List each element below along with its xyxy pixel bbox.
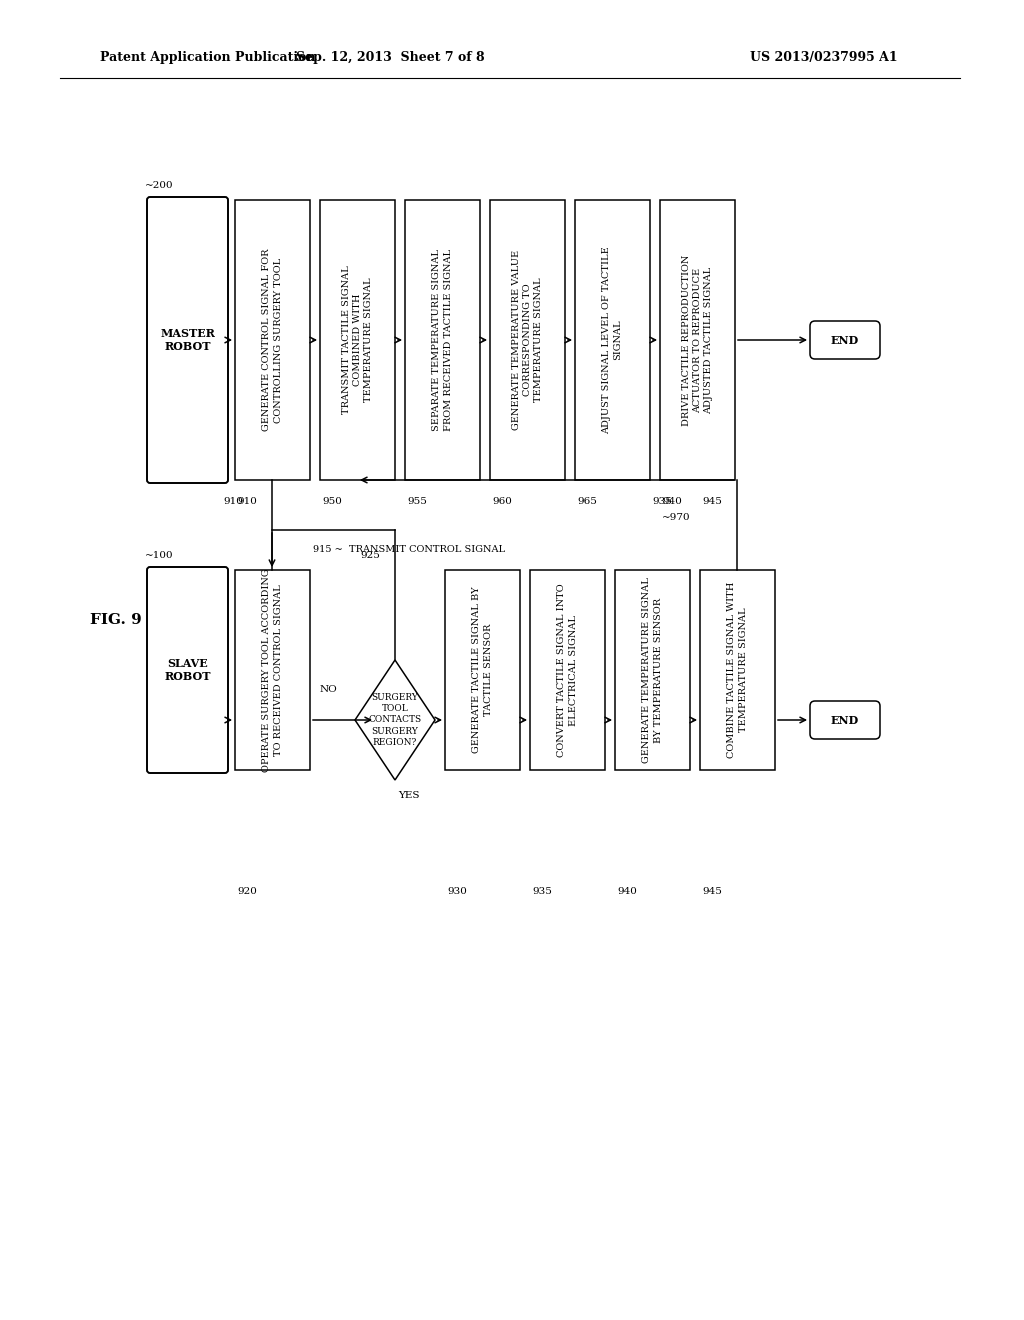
FancyBboxPatch shape bbox=[810, 701, 880, 739]
Polygon shape bbox=[355, 660, 435, 780]
Bar bbox=[660, 201, 735, 480]
FancyBboxPatch shape bbox=[147, 568, 228, 774]
Bar bbox=[406, 201, 480, 480]
Text: 955: 955 bbox=[407, 498, 427, 507]
Text: TRANSMIT TACTILE SIGNAL
COMBINED WITH
TEMPERATURE SIGNAL: TRANSMIT TACTILE SIGNAL COMBINED WITH TE… bbox=[342, 265, 373, 414]
Text: SURGERY
TOOL
CONTACTS
SURGERY
REGION?: SURGERY TOOL CONTACTS SURGERY REGION? bbox=[369, 693, 422, 747]
Text: END: END bbox=[830, 334, 859, 346]
Text: GENERATE TEMPERATURE SIGNAL
BY TEMPERATURE SENSOR: GENERATE TEMPERATURE SIGNAL BY TEMPERATU… bbox=[642, 577, 663, 763]
Text: 925: 925 bbox=[360, 550, 380, 560]
Text: 910: 910 bbox=[237, 498, 257, 507]
Text: NO: NO bbox=[319, 685, 337, 694]
Text: SLAVE
ROBOT: SLAVE ROBOT bbox=[164, 659, 211, 682]
Text: ~200: ~200 bbox=[145, 181, 174, 190]
Text: 945: 945 bbox=[702, 887, 722, 896]
Text: 920: 920 bbox=[237, 887, 257, 896]
Text: 965: 965 bbox=[577, 498, 597, 507]
Bar bbox=[234, 570, 310, 770]
Text: YES: YES bbox=[398, 791, 420, 800]
Bar bbox=[490, 201, 565, 480]
Bar bbox=[445, 570, 520, 770]
Text: 930: 930 bbox=[447, 887, 467, 896]
Text: US 2013/0237995 A1: US 2013/0237995 A1 bbox=[750, 51, 898, 65]
Text: 940: 940 bbox=[617, 887, 637, 896]
Bar bbox=[700, 570, 775, 770]
Text: 935: 935 bbox=[532, 887, 552, 896]
Text: 915 ~  TRANSMIT CONTROL SIGNAL: 915 ~ TRANSMIT CONTROL SIGNAL bbox=[313, 545, 505, 554]
Bar bbox=[530, 570, 605, 770]
Text: 935: 935 bbox=[652, 498, 672, 507]
Bar bbox=[319, 201, 395, 480]
Text: GENERATE CONTROL SIGNAL FOR
CONTROLLING SURGERY TOOL: GENERATE CONTROL SIGNAL FOR CONTROLLING … bbox=[262, 248, 283, 432]
Text: 910: 910 bbox=[223, 498, 243, 507]
Text: GENERATE TACTILE SIGNAL BY
TACTILE SENSOR: GENERATE TACTILE SIGNAL BY TACTILE SENSO… bbox=[472, 586, 493, 754]
Text: MASTER
ROBOT: MASTER ROBOT bbox=[160, 329, 215, 352]
Text: ADJUST SIGNAL LEVEL OF TACTILE
SIGNAL: ADJUST SIGNAL LEVEL OF TACTILE SIGNAL bbox=[602, 246, 623, 434]
Text: 950: 950 bbox=[322, 498, 342, 507]
Text: GENERATE TEMPERATURE VALUE
CORRESPONDING TO
TEMPERATURE SIGNAL: GENERATE TEMPERATURE VALUE CORRESPONDING… bbox=[512, 249, 543, 430]
Bar bbox=[615, 570, 690, 770]
Bar bbox=[234, 201, 310, 480]
FancyBboxPatch shape bbox=[810, 321, 880, 359]
Text: 940: 940 bbox=[662, 498, 682, 507]
Text: 945: 945 bbox=[702, 498, 722, 507]
Text: DRIVE TACTILE REPRODUCTION
ACTUATOR TO REPRODUCE
ADJUSTED TACTILE SIGNAL: DRIVE TACTILE REPRODUCTION ACTUATOR TO R… bbox=[682, 255, 713, 425]
Text: END: END bbox=[830, 714, 859, 726]
FancyBboxPatch shape bbox=[147, 197, 228, 483]
Text: Patent Application Publication: Patent Application Publication bbox=[100, 51, 315, 65]
Text: CONVERT TACTILE SIGNAL INTO
ELECTRICAL SIGNAL: CONVERT TACTILE SIGNAL INTO ELECTRICAL S… bbox=[557, 583, 578, 756]
Text: Sep. 12, 2013  Sheet 7 of 8: Sep. 12, 2013 Sheet 7 of 8 bbox=[296, 51, 484, 65]
Text: OPERATE SURGERY TOOL ACCORDING
TO RECEIVED CONTROL SIGNAL: OPERATE SURGERY TOOL ACCORDING TO RECEIV… bbox=[262, 568, 283, 772]
Bar bbox=[575, 201, 650, 480]
Text: COMBINE TACTILE SIGNAL WITH
TEMPERATURE SIGNAL: COMBINE TACTILE SIGNAL WITH TEMPERATURE … bbox=[727, 582, 748, 758]
Text: SEPARATE TEMPERATURE SIGNAL
FROM RECEIVED TACTILE SIGNAL: SEPARATE TEMPERATURE SIGNAL FROM RECEIVE… bbox=[432, 249, 453, 432]
Text: ~970: ~970 bbox=[662, 513, 690, 523]
Text: 960: 960 bbox=[492, 498, 512, 507]
Text: FIG. 9: FIG. 9 bbox=[90, 612, 141, 627]
Text: ~100: ~100 bbox=[145, 550, 174, 560]
